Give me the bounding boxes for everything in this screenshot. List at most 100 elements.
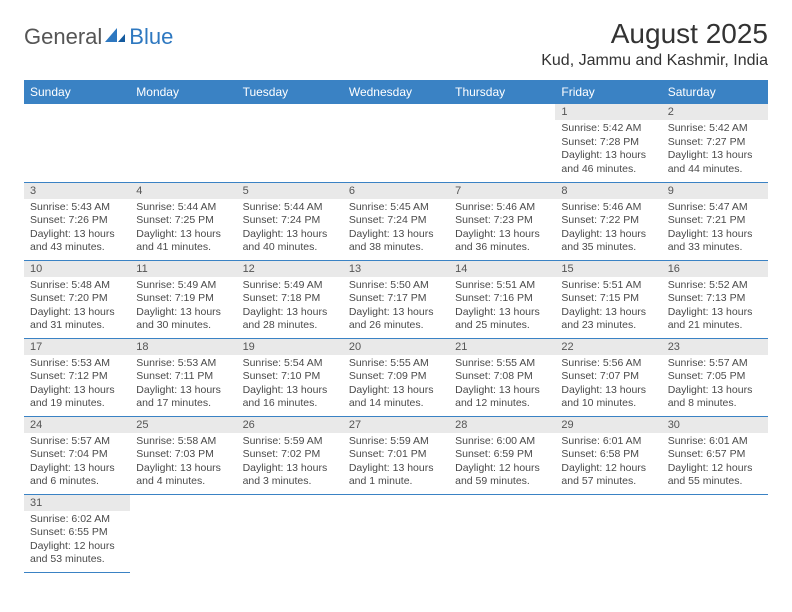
sunrise-text: Sunrise: 5:55 AM	[349, 357, 443, 371]
calendar-cell-empty	[449, 104, 555, 182]
day-info: Sunrise: 5:51 AMSunset: 7:16 PMDaylight:…	[449, 277, 555, 338]
calendar-cell: 30Sunrise: 6:01 AMSunset: 6:57 PMDayligh…	[662, 416, 768, 494]
sunset-text: Sunset: 6:58 PM	[561, 448, 655, 462]
calendar-cell-empty	[237, 494, 343, 572]
day-number: 25	[130, 417, 236, 433]
daylight-text: Daylight: 12 hours and 53 minutes.	[30, 540, 124, 567]
calendar-cell: 21Sunrise: 5:55 AMSunset: 7:08 PMDayligh…	[449, 338, 555, 416]
daylight-text: Daylight: 13 hours and 14 minutes.	[349, 384, 443, 411]
sunrise-text: Sunrise: 5:47 AM	[668, 201, 762, 215]
day-number: 14	[449, 261, 555, 277]
calendar-cell: 10Sunrise: 5:48 AMSunset: 7:20 PMDayligh…	[24, 260, 130, 338]
sunset-text: Sunset: 7:24 PM	[243, 214, 337, 228]
sunset-text: Sunset: 7:04 PM	[30, 448, 124, 462]
day-number: 8	[555, 183, 661, 199]
calendar-week: 3Sunrise: 5:43 AMSunset: 7:26 PMDaylight…	[24, 182, 768, 260]
day-number: 31	[24, 495, 130, 511]
title-block: August 2025 Kud, Jammu and Kashmir, Indi…	[541, 18, 768, 70]
sunset-text: Sunset: 7:18 PM	[243, 292, 337, 306]
calendar-cell: 5Sunrise: 5:44 AMSunset: 7:24 PMDaylight…	[237, 182, 343, 260]
day-number: 30	[662, 417, 768, 433]
calendar-cell: 8Sunrise: 5:46 AMSunset: 7:22 PMDaylight…	[555, 182, 661, 260]
sunset-text: Sunset: 7:10 PM	[243, 370, 337, 384]
page-title: August 2025	[541, 18, 768, 50]
day-number: 16	[662, 261, 768, 277]
calendar-cell: 17Sunrise: 5:53 AMSunset: 7:12 PMDayligh…	[24, 338, 130, 416]
daylight-text: Daylight: 13 hours and 43 minutes.	[30, 228, 124, 255]
day-number: 26	[237, 417, 343, 433]
sunset-text: Sunset: 7:12 PM	[30, 370, 124, 384]
logo-word2: Blue	[129, 24, 173, 50]
day-info: Sunrise: 5:53 AMSunset: 7:11 PMDaylight:…	[130, 355, 236, 416]
calendar-cell: 1Sunrise: 5:42 AMSunset: 7:28 PMDaylight…	[555, 104, 661, 182]
day-info: Sunrise: 5:49 AMSunset: 7:19 PMDaylight:…	[130, 277, 236, 338]
sunrise-text: Sunrise: 5:54 AM	[243, 357, 337, 371]
weekday-header: Sunday	[24, 80, 130, 104]
calendar-cell: 19Sunrise: 5:54 AMSunset: 7:10 PMDayligh…	[237, 338, 343, 416]
calendar-cell: 12Sunrise: 5:49 AMSunset: 7:18 PMDayligh…	[237, 260, 343, 338]
day-number: 20	[343, 339, 449, 355]
day-info: Sunrise: 5:56 AMSunset: 7:07 PMDaylight:…	[555, 355, 661, 416]
calendar-cell-empty	[130, 104, 236, 182]
calendar-week: 10Sunrise: 5:48 AMSunset: 7:20 PMDayligh…	[24, 260, 768, 338]
day-number: 11	[130, 261, 236, 277]
sunset-text: Sunset: 7:16 PM	[455, 292, 549, 306]
sunrise-text: Sunrise: 5:50 AM	[349, 279, 443, 293]
sunset-text: Sunset: 7:26 PM	[30, 214, 124, 228]
weekday-header: Tuesday	[237, 80, 343, 104]
day-number: 21	[449, 339, 555, 355]
daylight-text: Daylight: 13 hours and 19 minutes.	[30, 384, 124, 411]
sunrise-text: Sunrise: 5:43 AM	[30, 201, 124, 215]
sunrise-text: Sunrise: 5:46 AM	[455, 201, 549, 215]
sunset-text: Sunset: 7:19 PM	[136, 292, 230, 306]
calendar-cell: 4Sunrise: 5:44 AMSunset: 7:25 PMDaylight…	[130, 182, 236, 260]
sunset-text: Sunset: 7:22 PM	[561, 214, 655, 228]
daylight-text: Daylight: 12 hours and 57 minutes.	[561, 462, 655, 489]
sunset-text: Sunset: 7:07 PM	[561, 370, 655, 384]
sunset-text: Sunset: 7:01 PM	[349, 448, 443, 462]
daylight-text: Daylight: 13 hours and 28 minutes.	[243, 306, 337, 333]
day-info: Sunrise: 5:54 AMSunset: 7:10 PMDaylight:…	[237, 355, 343, 416]
sunrise-text: Sunrise: 5:42 AM	[561, 122, 655, 136]
sunrise-text: Sunrise: 5:56 AM	[561, 357, 655, 371]
calendar-week: 17Sunrise: 5:53 AMSunset: 7:12 PMDayligh…	[24, 338, 768, 416]
sunrise-text: Sunrise: 5:49 AM	[136, 279, 230, 293]
day-info: Sunrise: 5:44 AMSunset: 7:25 PMDaylight:…	[130, 199, 236, 260]
day-number: 18	[130, 339, 236, 355]
day-info: Sunrise: 5:58 AMSunset: 7:03 PMDaylight:…	[130, 433, 236, 494]
daylight-text: Daylight: 13 hours and 17 minutes.	[136, 384, 230, 411]
day-info: Sunrise: 5:42 AMSunset: 7:27 PMDaylight:…	[662, 120, 768, 181]
sunrise-text: Sunrise: 5:46 AM	[561, 201, 655, 215]
sunrise-text: Sunrise: 5:45 AM	[349, 201, 443, 215]
day-info: Sunrise: 5:43 AMSunset: 7:26 PMDaylight:…	[24, 199, 130, 260]
calendar-cell: 25Sunrise: 5:58 AMSunset: 7:03 PMDayligh…	[130, 416, 236, 494]
day-info: Sunrise: 6:01 AMSunset: 6:57 PMDaylight:…	[662, 433, 768, 494]
sunrise-text: Sunrise: 5:57 AM	[668, 357, 762, 371]
day-info: Sunrise: 5:49 AMSunset: 7:18 PMDaylight:…	[237, 277, 343, 338]
daylight-text: Daylight: 13 hours and 1 minute.	[349, 462, 443, 489]
sunrise-text: Sunrise: 5:42 AM	[668, 122, 762, 136]
daylight-text: Daylight: 13 hours and 23 minutes.	[561, 306, 655, 333]
day-number: 7	[449, 183, 555, 199]
day-info: Sunrise: 5:45 AMSunset: 7:24 PMDaylight:…	[343, 199, 449, 260]
weekday-header: Wednesday	[343, 80, 449, 104]
day-info: Sunrise: 5:55 AMSunset: 7:08 PMDaylight:…	[449, 355, 555, 416]
calendar-cell: 16Sunrise: 5:52 AMSunset: 7:13 PMDayligh…	[662, 260, 768, 338]
weekday-header: Saturday	[662, 80, 768, 104]
sunset-text: Sunset: 7:28 PM	[561, 136, 655, 150]
sunrise-text: Sunrise: 5:57 AM	[30, 435, 124, 449]
day-number: 10	[24, 261, 130, 277]
calendar-cell: 6Sunrise: 5:45 AMSunset: 7:24 PMDaylight…	[343, 182, 449, 260]
daylight-text: Daylight: 13 hours and 33 minutes.	[668, 228, 762, 255]
logo-word1: General	[24, 24, 102, 50]
day-info: Sunrise: 5:48 AMSunset: 7:20 PMDaylight:…	[24, 277, 130, 338]
daylight-text: Daylight: 13 hours and 6 minutes.	[30, 462, 124, 489]
daylight-text: Daylight: 12 hours and 59 minutes.	[455, 462, 549, 489]
sunrise-text: Sunrise: 5:52 AM	[668, 279, 762, 293]
day-number: 3	[24, 183, 130, 199]
sunrise-text: Sunrise: 5:44 AM	[136, 201, 230, 215]
sunrise-text: Sunrise: 5:53 AM	[30, 357, 124, 371]
day-number: 13	[343, 261, 449, 277]
day-info: Sunrise: 5:57 AMSunset: 7:04 PMDaylight:…	[24, 433, 130, 494]
calendar-cell: 14Sunrise: 5:51 AMSunset: 7:16 PMDayligh…	[449, 260, 555, 338]
